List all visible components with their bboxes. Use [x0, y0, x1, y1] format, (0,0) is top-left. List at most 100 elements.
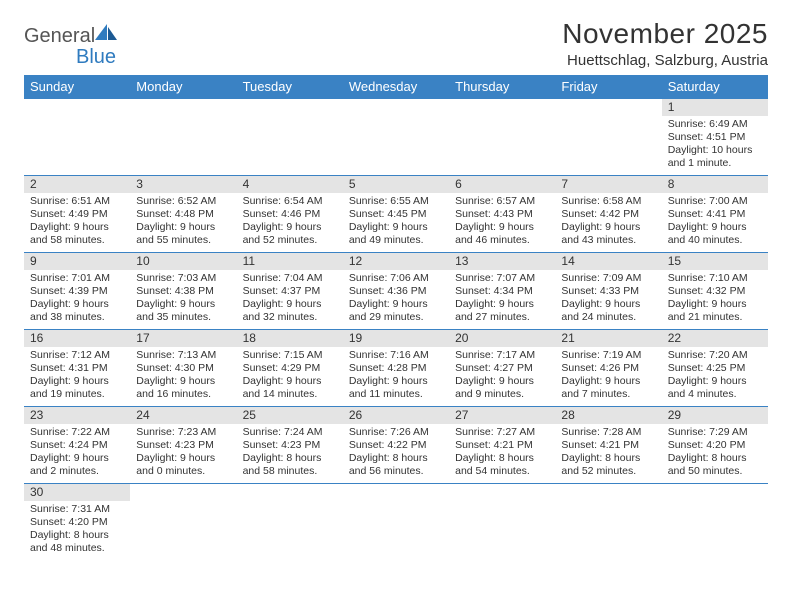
day-number: 21	[555, 330, 661, 347]
sunset-text: Sunset: 4:31 PM	[28, 362, 126, 375]
daylight-text: Daylight: 9 hours and 0 minutes.	[134, 452, 232, 478]
blank-cell	[343, 99, 449, 175]
sunrise-text: Sunrise: 7:26 AM	[347, 426, 445, 439]
daylight-text: Daylight: 8 hours and 58 minutes.	[241, 452, 339, 478]
day-number: 18	[237, 330, 343, 347]
week-row: 16Sunrise: 7:12 AMSunset: 4:31 PMDayligh…	[24, 330, 768, 407]
sunset-text: Sunset: 4:26 PM	[559, 362, 657, 375]
day-number: 19	[343, 330, 449, 347]
sunset-text: Sunset: 4:23 PM	[241, 439, 339, 452]
month-title: November 2025	[562, 18, 768, 50]
day-cell: 18Sunrise: 7:15 AMSunset: 4:29 PMDayligh…	[237, 330, 343, 406]
daylight-text: Daylight: 8 hours and 54 minutes.	[453, 452, 551, 478]
daylight-text: Daylight: 9 hours and 27 minutes.	[453, 298, 551, 324]
daylight-text: Daylight: 9 hours and 43 minutes.	[559, 221, 657, 247]
sunrise-text: Sunrise: 7:12 AM	[28, 349, 126, 362]
day-number: 16	[24, 330, 130, 347]
sunset-text: Sunset: 4:22 PM	[347, 439, 445, 452]
sunrise-text: Sunrise: 7:20 AM	[666, 349, 764, 362]
day-cell: 19Sunrise: 7:16 AMSunset: 4:28 PMDayligh…	[343, 330, 449, 406]
sunset-text: Sunset: 4:23 PM	[134, 439, 232, 452]
day-number: 2	[24, 176, 130, 193]
day-cell: 24Sunrise: 7:23 AMSunset: 4:23 PMDayligh…	[130, 407, 236, 483]
sunrise-text: Sunrise: 7:17 AM	[453, 349, 551, 362]
day-cell: 4Sunrise: 6:54 AMSunset: 4:46 PMDaylight…	[237, 176, 343, 252]
daylight-text: Daylight: 9 hours and 40 minutes.	[666, 221, 764, 247]
day-cell: 7Sunrise: 6:58 AMSunset: 4:42 PMDaylight…	[555, 176, 661, 252]
day-cell: 9Sunrise: 7:01 AMSunset: 4:39 PMDaylight…	[24, 253, 130, 329]
blank-cell	[555, 99, 661, 175]
day-cell: 14Sunrise: 7:09 AMSunset: 4:33 PMDayligh…	[555, 253, 661, 329]
sunrise-text: Sunrise: 7:01 AM	[28, 272, 126, 285]
sunrise-text: Sunrise: 7:22 AM	[28, 426, 126, 439]
day-cell: 28Sunrise: 7:28 AMSunset: 4:21 PMDayligh…	[555, 407, 661, 483]
daylight-text: Daylight: 8 hours and 50 minutes.	[666, 452, 764, 478]
day-number: 13	[449, 253, 555, 270]
day-number: 9	[24, 253, 130, 270]
sunset-text: Sunset: 4:21 PM	[559, 439, 657, 452]
day-cell: 3Sunrise: 6:52 AMSunset: 4:48 PMDaylight…	[130, 176, 236, 252]
sunrise-text: Sunrise: 7:10 AM	[666, 272, 764, 285]
blank-cell	[237, 99, 343, 175]
sunrise-text: Sunrise: 7:27 AM	[453, 426, 551, 439]
sunrise-text: Sunrise: 7:24 AM	[241, 426, 339, 439]
sunset-text: Sunset: 4:41 PM	[666, 208, 764, 221]
day-number: 22	[662, 330, 768, 347]
daylight-text: Daylight: 9 hours and 58 minutes.	[28, 221, 126, 247]
daylight-text: Daylight: 9 hours and 49 minutes.	[347, 221, 445, 247]
daylight-text: Daylight: 9 hours and 9 minutes.	[453, 375, 551, 401]
day-number: 5	[343, 176, 449, 193]
sunrise-text: Sunrise: 7:31 AM	[28, 503, 126, 516]
title-block: November 2025 Huettschlag, Salzburg, Aus…	[562, 18, 768, 69]
daylight-text: Daylight: 9 hours and 4 minutes.	[666, 375, 764, 401]
day-number: 30	[24, 484, 130, 501]
sunrise-text: Sunrise: 7:29 AM	[666, 426, 764, 439]
day-cell: 11Sunrise: 7:04 AMSunset: 4:37 PMDayligh…	[237, 253, 343, 329]
blank-cell	[237, 484, 343, 560]
weekday-header-row: SundayMondayTuesdayWednesdayThursdayFrid…	[24, 75, 768, 99]
day-cell: 25Sunrise: 7:24 AMSunset: 4:23 PMDayligh…	[237, 407, 343, 483]
daylight-text: Daylight: 9 hours and 7 minutes.	[559, 375, 657, 401]
sunset-text: Sunset: 4:32 PM	[666, 285, 764, 298]
sunset-text: Sunset: 4:28 PM	[347, 362, 445, 375]
sunset-text: Sunset: 4:20 PM	[666, 439, 764, 452]
day-number: 20	[449, 330, 555, 347]
sunset-text: Sunset: 4:51 PM	[666, 131, 764, 144]
day-cell: 10Sunrise: 7:03 AMSunset: 4:38 PMDayligh…	[130, 253, 236, 329]
weekday-saturday: Saturday	[662, 75, 768, 99]
blank-cell	[449, 99, 555, 175]
daylight-text: Daylight: 9 hours and 19 minutes.	[28, 375, 126, 401]
sunset-text: Sunset: 4:20 PM	[28, 516, 126, 529]
daylight-text: Daylight: 9 hours and 35 minutes.	[134, 298, 232, 324]
sunrise-text: Sunrise: 6:49 AM	[666, 118, 764, 131]
blank-cell	[449, 484, 555, 560]
sunset-text: Sunset: 4:43 PM	[453, 208, 551, 221]
sunrise-text: Sunrise: 7:13 AM	[134, 349, 232, 362]
sunrise-text: Sunrise: 7:00 AM	[666, 195, 764, 208]
day-cell: 21Sunrise: 7:19 AMSunset: 4:26 PMDayligh…	[555, 330, 661, 406]
sunset-text: Sunset: 4:30 PM	[134, 362, 232, 375]
day-cell: 17Sunrise: 7:13 AMSunset: 4:30 PMDayligh…	[130, 330, 236, 406]
sunrise-text: Sunrise: 7:06 AM	[347, 272, 445, 285]
day-number: 29	[662, 407, 768, 424]
weekday-monday: Monday	[130, 75, 236, 99]
day-cell: 13Sunrise: 7:07 AMSunset: 4:34 PMDayligh…	[449, 253, 555, 329]
daylight-text: Daylight: 10 hours and 1 minute.	[666, 144, 764, 170]
sunset-text: Sunset: 4:25 PM	[666, 362, 764, 375]
weekday-wednesday: Wednesday	[343, 75, 449, 99]
sunset-text: Sunset: 4:29 PM	[241, 362, 339, 375]
day-number: 4	[237, 176, 343, 193]
sunrise-text: Sunrise: 7:15 AM	[241, 349, 339, 362]
day-cell: 20Sunrise: 7:17 AMSunset: 4:27 PMDayligh…	[449, 330, 555, 406]
day-number: 28	[555, 407, 661, 424]
day-cell: 26Sunrise: 7:26 AMSunset: 4:22 PMDayligh…	[343, 407, 449, 483]
sunset-text: Sunset: 4:49 PM	[28, 208, 126, 221]
day-cell: 23Sunrise: 7:22 AMSunset: 4:24 PMDayligh…	[24, 407, 130, 483]
day-cell: 2Sunrise: 6:51 AMSunset: 4:49 PMDaylight…	[24, 176, 130, 252]
day-number: 8	[662, 176, 768, 193]
sunset-text: Sunset: 4:38 PM	[134, 285, 232, 298]
day-cell: 6Sunrise: 6:57 AMSunset: 4:43 PMDaylight…	[449, 176, 555, 252]
header: General Blue November 2025 Huettschlag, …	[24, 18, 768, 69]
day-cell: 5Sunrise: 6:55 AMSunset: 4:45 PMDaylight…	[343, 176, 449, 252]
sunset-text: Sunset: 4:36 PM	[347, 285, 445, 298]
